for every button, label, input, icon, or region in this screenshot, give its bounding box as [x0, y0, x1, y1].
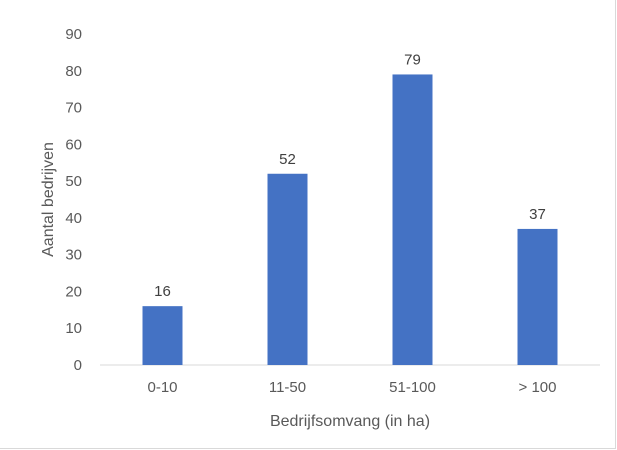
x-axis-ticks: 0-10 11-50 51-100 > 100	[147, 379, 556, 396]
bar	[392, 74, 433, 365]
bar-value-label: 37	[529, 206, 546, 223]
y-tick-label: 50	[65, 173, 82, 190]
y-tick-label: 80	[65, 63, 82, 80]
y-tick-label: 60	[65, 136, 82, 153]
x-tick-label: 51-100	[389, 379, 436, 396]
bar-value-label: 79	[404, 51, 421, 68]
y-axis-title: Aantal bedrijven	[40, 142, 57, 257]
bars	[142, 74, 558, 365]
x-tick-label: 11-50	[269, 379, 306, 396]
bar-value-label: 52	[279, 151, 296, 168]
y-tick-label: 40	[65, 210, 82, 227]
bar	[517, 228, 558, 365]
bar	[267, 173, 308, 365]
data-labels: 16 52 79 37	[154, 51, 546, 300]
bar	[142, 306, 183, 365]
y-tick-label: 10	[65, 320, 82, 337]
y-axis-ticks: 0 10 20 30 40 50 60 70 80 90	[65, 26, 82, 374]
y-tick-label: 30	[65, 247, 82, 264]
bar-value-label: 16	[154, 283, 171, 300]
x-tick-label: 0-10	[147, 379, 177, 396]
y-tick-label: 20	[65, 283, 82, 300]
y-tick-label: 70	[65, 100, 82, 117]
x-axis-title: Bedrijfsomvang (in ha)	[270, 413, 430, 430]
x-tick-label: > 100	[519, 379, 557, 396]
y-tick-label: 0	[74, 357, 82, 374]
y-tick-label: 90	[65, 26, 82, 43]
